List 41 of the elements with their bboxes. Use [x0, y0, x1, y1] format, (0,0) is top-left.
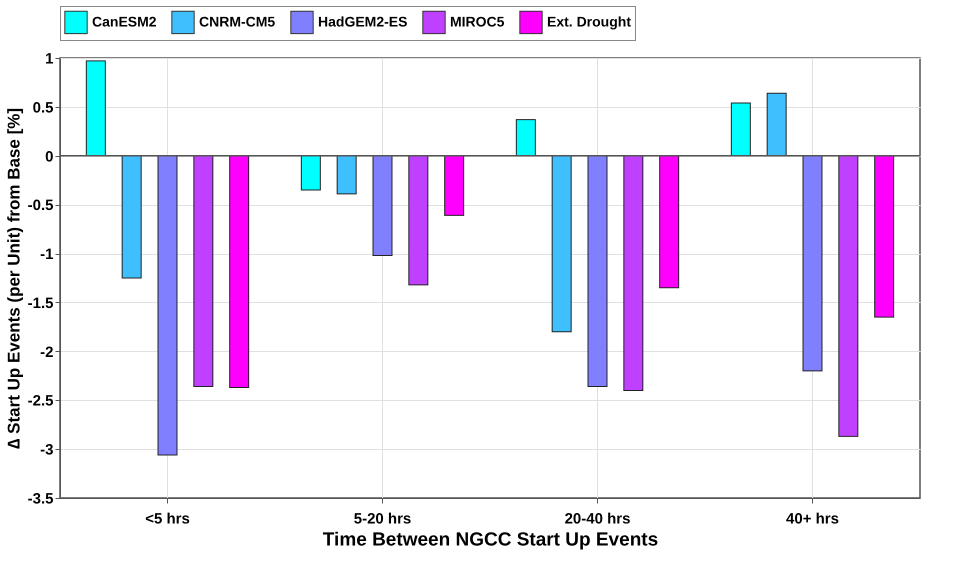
bar [300, 155, 321, 190]
y-tick-label: 0 [45, 148, 54, 166]
bar [874, 155, 894, 318]
bar [444, 155, 464, 216]
bar [838, 155, 858, 437]
bar [158, 155, 178, 456]
bar [516, 119, 536, 156]
x-tick-label: 20-40 hrs [564, 510, 630, 528]
legend-label: CanESM2 [92, 13, 157, 30]
bar [408, 155, 428, 286]
legend-label: HadGEM2-ES [318, 13, 408, 30]
x-tick-label: 40+ hrs [786, 510, 839, 528]
bar [372, 155, 392, 256]
y-tick-label: -2.5 [28, 392, 54, 410]
legend-label: MIROC5 [450, 13, 505, 30]
x-axis-title: Time Between NGCC Start Up Events [322, 530, 658, 550]
x-tick-label: <5 hrs [145, 510, 190, 528]
y-tick-label: 1 [45, 50, 54, 68]
legend-label: Ext. Drought [547, 13, 632, 30]
bar [588, 155, 608, 388]
y-tick-label: -0.5 [28, 197, 54, 214]
bar [86, 60, 106, 156]
legend-label: CNRM-CM5 [199, 13, 276, 30]
x-tick-label: 5-20 hrs [354, 510, 412, 528]
bar [659, 155, 680, 288]
bar [336, 155, 357, 194]
bar [193, 155, 214, 388]
bar [552, 155, 572, 332]
bar [229, 155, 250, 388]
y-axis-title: ∆ Start Up Events (per Unit) from Base [%] [4, 108, 24, 450]
y-tick-label: -3 [40, 442, 54, 459]
y-tick-label: -1.5 [28, 294, 54, 312]
bar [730, 102, 751, 156]
bar [623, 155, 644, 391]
y-tick-label: -2 [40, 344, 54, 361]
y-tick-label: -3.5 [28, 490, 54, 508]
bar [802, 155, 822, 372]
bar [766, 92, 787, 156]
bar [122, 155, 142, 278]
y-tick-label: -1 [40, 246, 54, 264]
y-tick-label: 0.5 [32, 99, 54, 116]
